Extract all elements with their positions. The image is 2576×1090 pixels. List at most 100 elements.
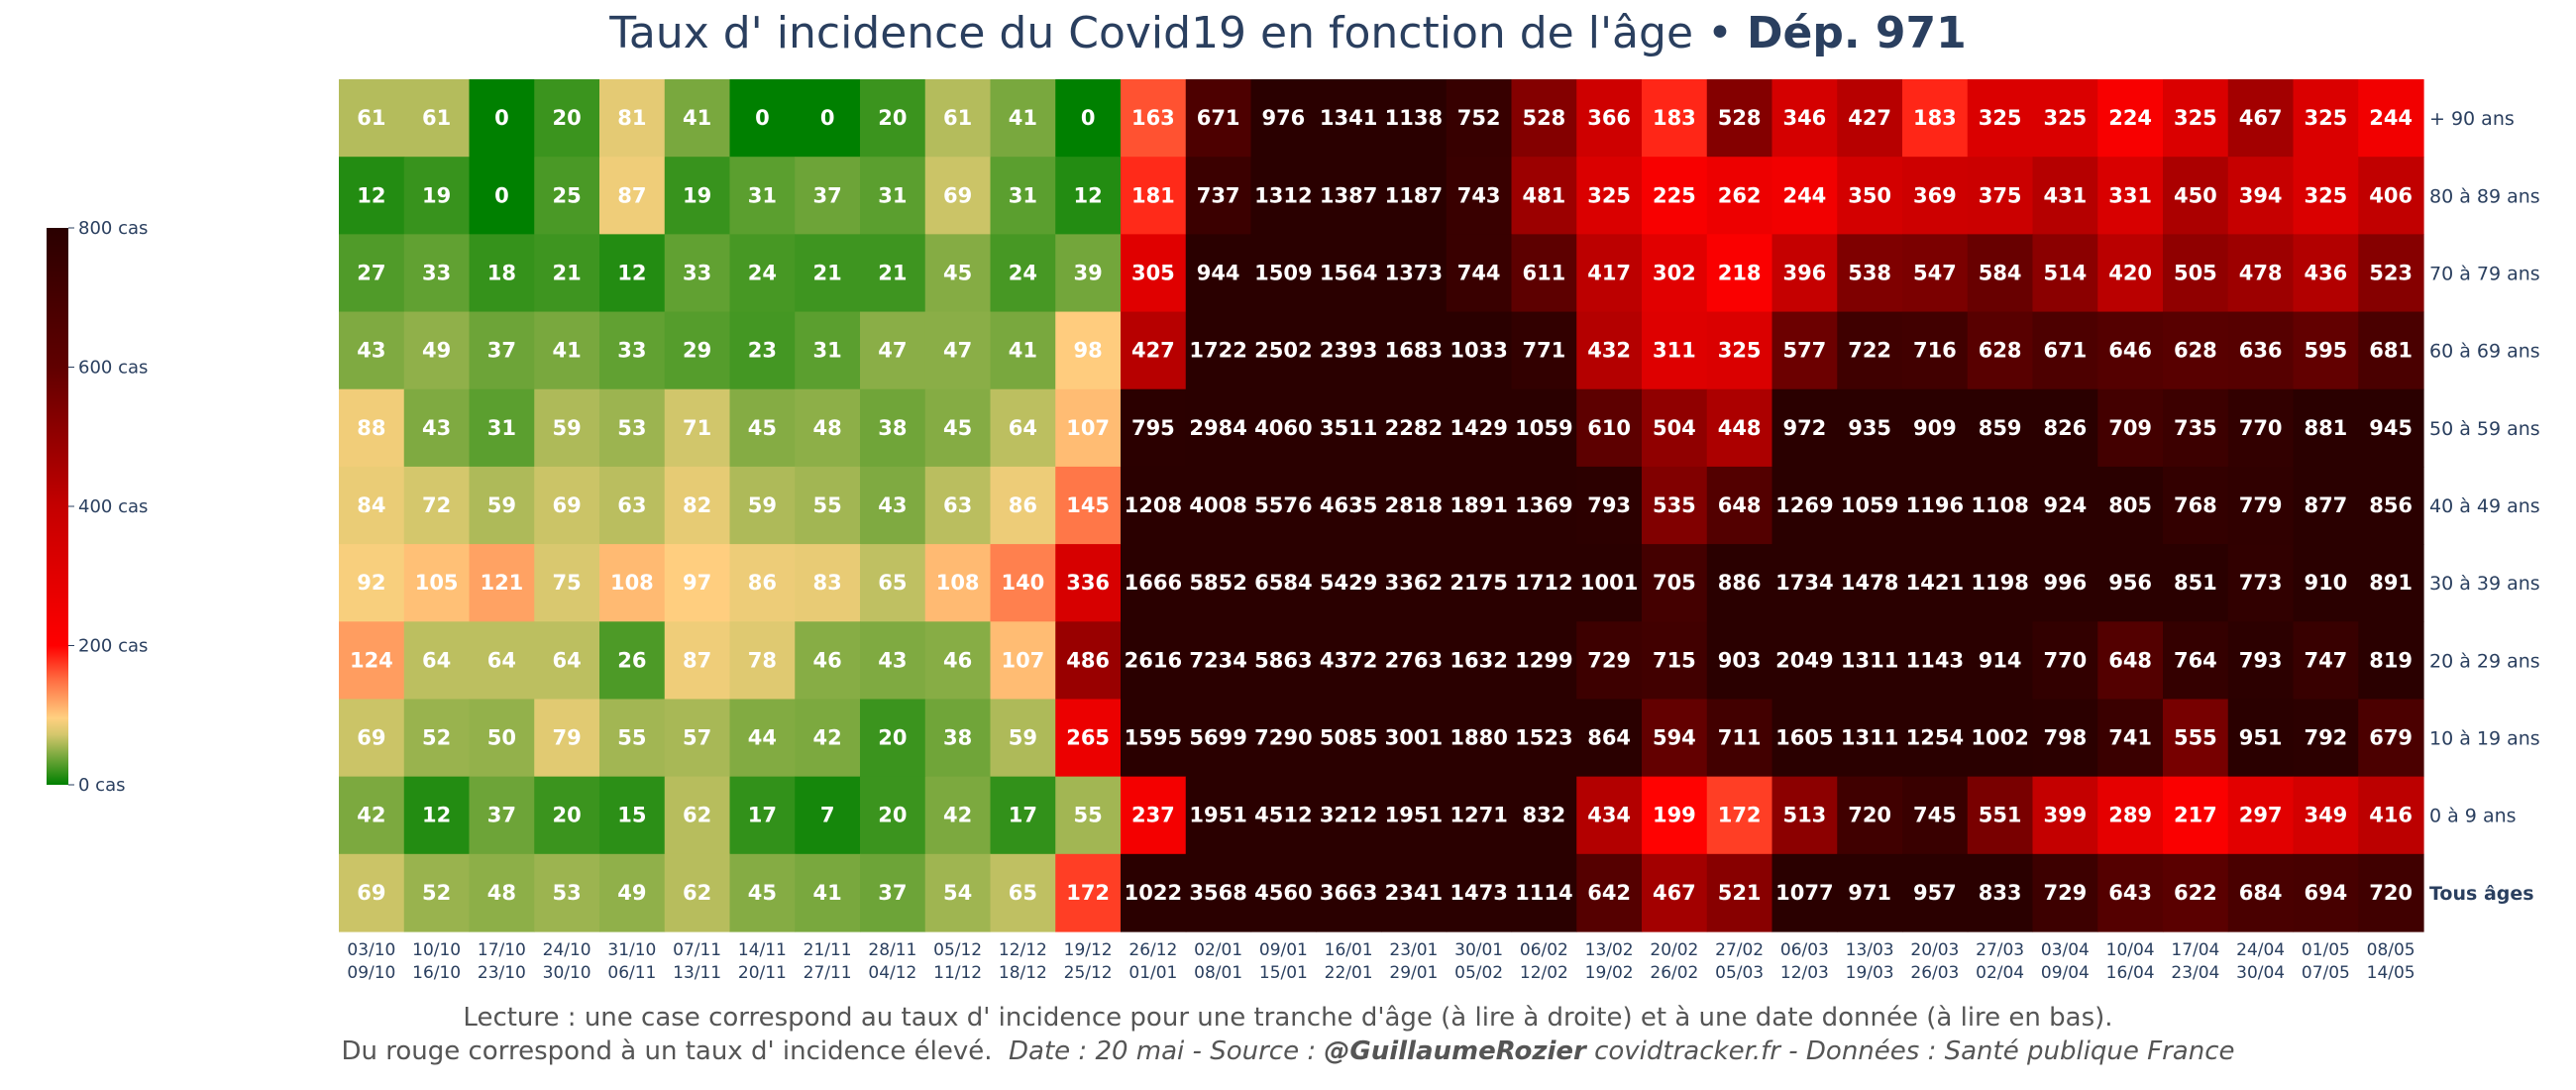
cell-value-label: 64 <box>422 648 451 672</box>
heatmap-cell <box>339 621 405 701</box>
x-tick-label-end: 11/12 <box>933 963 982 983</box>
heatmap-cell <box>1967 157 2034 235</box>
heatmap-cell <box>1316 234 1382 313</box>
heatmap-cell <box>795 79 861 158</box>
heatmap-cell <box>1316 157 1382 235</box>
x-tick-label-end: 06/11 <box>607 963 656 983</box>
cell-value-label: 2763 <box>1385 648 1443 672</box>
heatmap-cell <box>1902 466 1969 545</box>
cell-value-label: 0 <box>1081 106 1096 130</box>
heatmap-cell <box>2358 699 2424 778</box>
heatmap-cell <box>1055 776 1122 855</box>
cell-value-label: 49 <box>422 339 451 363</box>
heatmap-cell <box>469 621 535 701</box>
heatmap-cell <box>2163 311 2229 390</box>
cell-value-label: 19 <box>422 183 451 207</box>
heatmap-cell <box>1381 853 1448 932</box>
heatmap-cell <box>1967 311 2034 390</box>
cell-value-label: 107 <box>1066 416 1110 440</box>
heatmap-cell <box>1121 544 1187 622</box>
heatmap-cell <box>1185 79 1252 158</box>
heatmap-cell <box>924 157 992 235</box>
cell-value-label: 538 <box>1848 261 1891 284</box>
cell-value-label: 535 <box>1653 493 1696 517</box>
cell-value-label: 262 <box>1718 183 1762 207</box>
row-label: 40 à 49 ans <box>2429 495 2540 517</box>
heatmap-cell <box>2097 79 2164 158</box>
heatmap-cell <box>1250 79 1317 158</box>
heatmap-cell <box>1381 699 1448 778</box>
cell-value-label: 1421 <box>1906 571 1964 595</box>
heatmap-cell <box>2358 157 2424 235</box>
cell-value-label: 611 <box>1522 261 1565 284</box>
heatmap-cell <box>2293 234 2359 313</box>
cell-value-label: 41 <box>1009 106 1037 130</box>
cell-value-label: 325 <box>2174 106 2217 130</box>
cell-value-label: 84 <box>357 493 385 517</box>
cell-value-label: 1429 <box>1449 416 1507 440</box>
x-tick-label-end: 26/02 <box>1650 963 1698 983</box>
heatmap-cell <box>534 311 600 390</box>
heatmap-cell <box>990 621 1056 701</box>
cell-value-label: 24 <box>1009 261 1037 284</box>
cell-value-label: 5699 <box>1189 726 1246 750</box>
cell-value-label: 325 <box>1979 106 2022 130</box>
heatmap-cell <box>403 388 471 468</box>
cell-value-label: 1683 <box>1385 339 1443 363</box>
cell-value-label: 394 <box>2239 183 2283 207</box>
cell-value-label: 26 <box>617 648 646 672</box>
x-tick-label-start: 17/04 <box>2171 940 2219 960</box>
cell-value-label: 584 <box>1979 261 2022 284</box>
heatmap-cell <box>2097 853 2164 932</box>
cell-value-label: 4560 <box>1254 881 1312 905</box>
cell-value-label: 12 <box>1074 183 1103 207</box>
cell-value-label: 793 <box>1587 493 1631 517</box>
heatmap-cell <box>1250 699 1317 778</box>
heatmap-cell <box>2227 776 2295 855</box>
cell-value-label: 20 <box>878 804 907 827</box>
cell-value-label: 743 <box>1457 183 1501 207</box>
cell-value-label: 914 <box>1979 648 2022 672</box>
heatmap-cell <box>1511 776 1577 855</box>
cell-value-label: 996 <box>2043 571 2087 595</box>
x-tick-label-start: 26/12 <box>1128 940 1177 960</box>
cell-value-label: 547 <box>1913 261 1957 284</box>
cell-value-label: 37 <box>487 804 516 827</box>
cell-value-label: 417 <box>1587 261 1631 284</box>
cell-value-label: 648 <box>1718 493 1762 517</box>
heatmap-cell <box>1837 699 1903 778</box>
row-labels: + 90 ans 80 à 89 ans 70 à 79 ans 60 à 69 an… <box>2429 108 2540 905</box>
x-tick-label-end: 18/12 <box>999 963 1047 983</box>
x-tick-label-end: 12/02 <box>1520 963 1568 983</box>
heatmap-cell <box>1967 853 2034 932</box>
cell-value-label: 909 <box>1913 416 1957 440</box>
cell-value-label: 121 <box>480 571 523 595</box>
heatmap-cell <box>1511 466 1577 545</box>
heatmap-cell <box>469 853 535 932</box>
heatmap-cell <box>1902 388 1969 468</box>
heatmap-cell <box>990 699 1056 778</box>
heatmap-cell <box>1576 776 1643 855</box>
heatmap-cell <box>534 79 600 158</box>
cell-value-label: 86 <box>1009 493 1037 517</box>
heatmap-cell <box>1121 157 1187 235</box>
heatmap-cell <box>599 621 666 701</box>
cell-value-label: 87 <box>683 648 711 672</box>
cell-value-label: 504 <box>1653 416 1696 440</box>
x-tick-label-end: 12/03 <box>1780 963 1829 983</box>
cell-value-label: 172 <box>1066 881 1110 905</box>
heatmap-cell <box>860 853 926 932</box>
heatmap-cell <box>1511 699 1577 778</box>
heatmap-cell <box>1642 157 1708 235</box>
heatmap-cell <box>729 388 796 468</box>
cell-value-label: 108 <box>610 571 654 595</box>
cell-value-label: 45 <box>943 261 972 284</box>
x-tick-label-start: 17/10 <box>478 940 526 960</box>
cell-value-label: 183 <box>1913 106 1957 130</box>
heatmap-cell <box>1121 621 1187 701</box>
cell-value-label: 3001 <box>1385 726 1443 750</box>
heatmap-cell <box>1185 621 1252 701</box>
cell-value-label: 4060 <box>1254 416 1312 440</box>
chart-title: Taux d' incidence du Covid19 en fonction… <box>0 8 2576 58</box>
cell-value-label: 33 <box>617 339 646 363</box>
